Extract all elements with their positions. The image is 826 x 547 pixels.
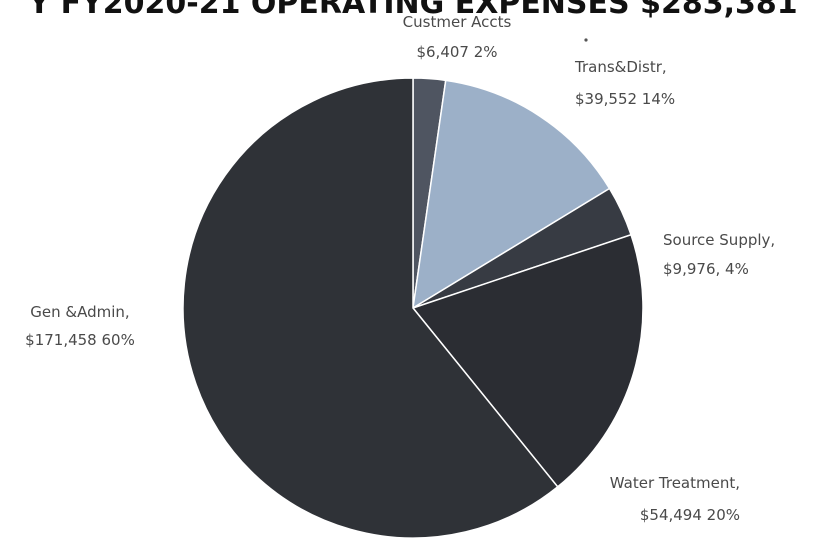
data-label-gen-admin-value: $171,458 60% <box>25 331 135 349</box>
data-label-trans-distr-name: Trans&Distr, <box>574 58 667 76</box>
data-label-custmer-accts-value: $6,407 2% <box>416 43 497 61</box>
data-label-source-supply-value: $9,976, 4% <box>663 260 749 278</box>
data-label-water-treatment-value: $54,494 20% <box>640 506 740 524</box>
data-label-custmer-accts-name: Custmer Accts <box>403 13 512 31</box>
pie-slice-gen-admin <box>182 77 559 539</box>
data-label-gen-admin-name: Gen &Admin, <box>30 303 129 321</box>
leader-dot <box>584 38 588 42</box>
pie-slice-trans-distr <box>412 79 611 310</box>
data-label-source-supply-name: Source Supply, <box>663 231 775 249</box>
pie-slices <box>182 77 644 539</box>
chart-title: Y FY2020-21 OPERATING EXPENSES $283,381 <box>28 0 798 21</box>
pie-slice-water-treatment <box>411 233 644 488</box>
data-label-water-treatment-name: Water Treatment, <box>610 474 740 492</box>
data-label-trans-distr-value: $39,552 14% <box>575 90 675 108</box>
